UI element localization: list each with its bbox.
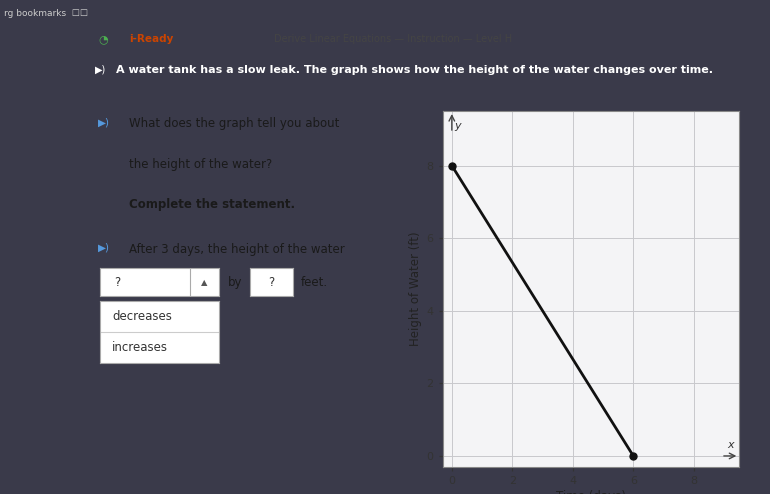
Text: x: x bbox=[727, 440, 734, 450]
Text: A water tank has a slow leak. The graph shows how the height of the water change: A water tank has a slow leak. The graph … bbox=[116, 65, 712, 75]
Text: ▶): ▶) bbox=[99, 243, 110, 253]
Text: ◔: ◔ bbox=[99, 34, 108, 44]
Y-axis label: Height of Water (ft): Height of Water (ft) bbox=[410, 232, 423, 346]
Text: ▲: ▲ bbox=[201, 278, 208, 287]
Text: the height of the water?: the height of the water? bbox=[129, 158, 273, 171]
Text: ?: ? bbox=[115, 276, 121, 288]
X-axis label: Time (days): Time (days) bbox=[556, 490, 626, 494]
Text: rg bookmarks  ☐☐: rg bookmarks ☐☐ bbox=[4, 9, 88, 18]
Text: What does the graph tell you about: What does the graph tell you about bbox=[129, 117, 340, 130]
Text: Complete the statement.: Complete the statement. bbox=[129, 198, 296, 211]
Text: ?: ? bbox=[268, 276, 275, 288]
Text: y: y bbox=[454, 121, 461, 131]
Text: increases: increases bbox=[112, 341, 168, 354]
Text: Derive Linear Equations — Instruction — Level H: Derive Linear Equations — Instruction — … bbox=[274, 34, 512, 44]
Text: ▶): ▶) bbox=[99, 117, 110, 127]
Text: ▶): ▶) bbox=[95, 65, 106, 75]
Text: feet.: feet. bbox=[300, 276, 327, 288]
Text: i-Ready: i-Ready bbox=[129, 34, 173, 44]
Text: decreases: decreases bbox=[112, 310, 172, 323]
Text: After 3 days, the height of the water: After 3 days, the height of the water bbox=[129, 243, 345, 256]
Text: by: by bbox=[228, 276, 242, 288]
